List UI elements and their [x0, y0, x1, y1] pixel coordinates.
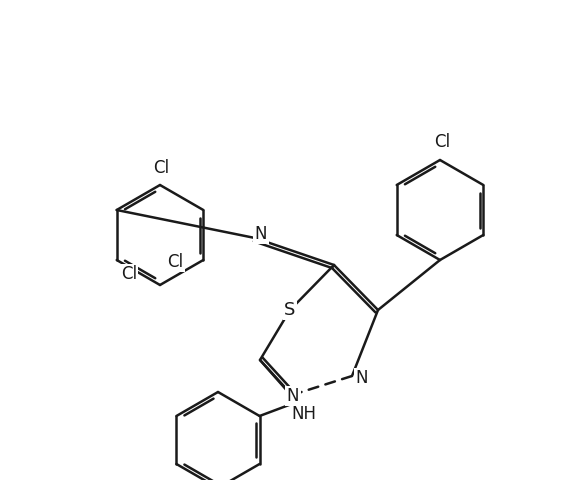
- Text: Cl: Cl: [434, 133, 450, 151]
- Text: N: N: [356, 369, 368, 387]
- Text: S: S: [284, 301, 296, 319]
- Text: Cl: Cl: [168, 253, 183, 271]
- Text: NH: NH: [292, 405, 316, 423]
- Text: N: N: [287, 387, 299, 405]
- Text: N: N: [255, 225, 267, 243]
- Text: Cl: Cl: [121, 265, 136, 283]
- Text: Cl: Cl: [153, 159, 169, 177]
